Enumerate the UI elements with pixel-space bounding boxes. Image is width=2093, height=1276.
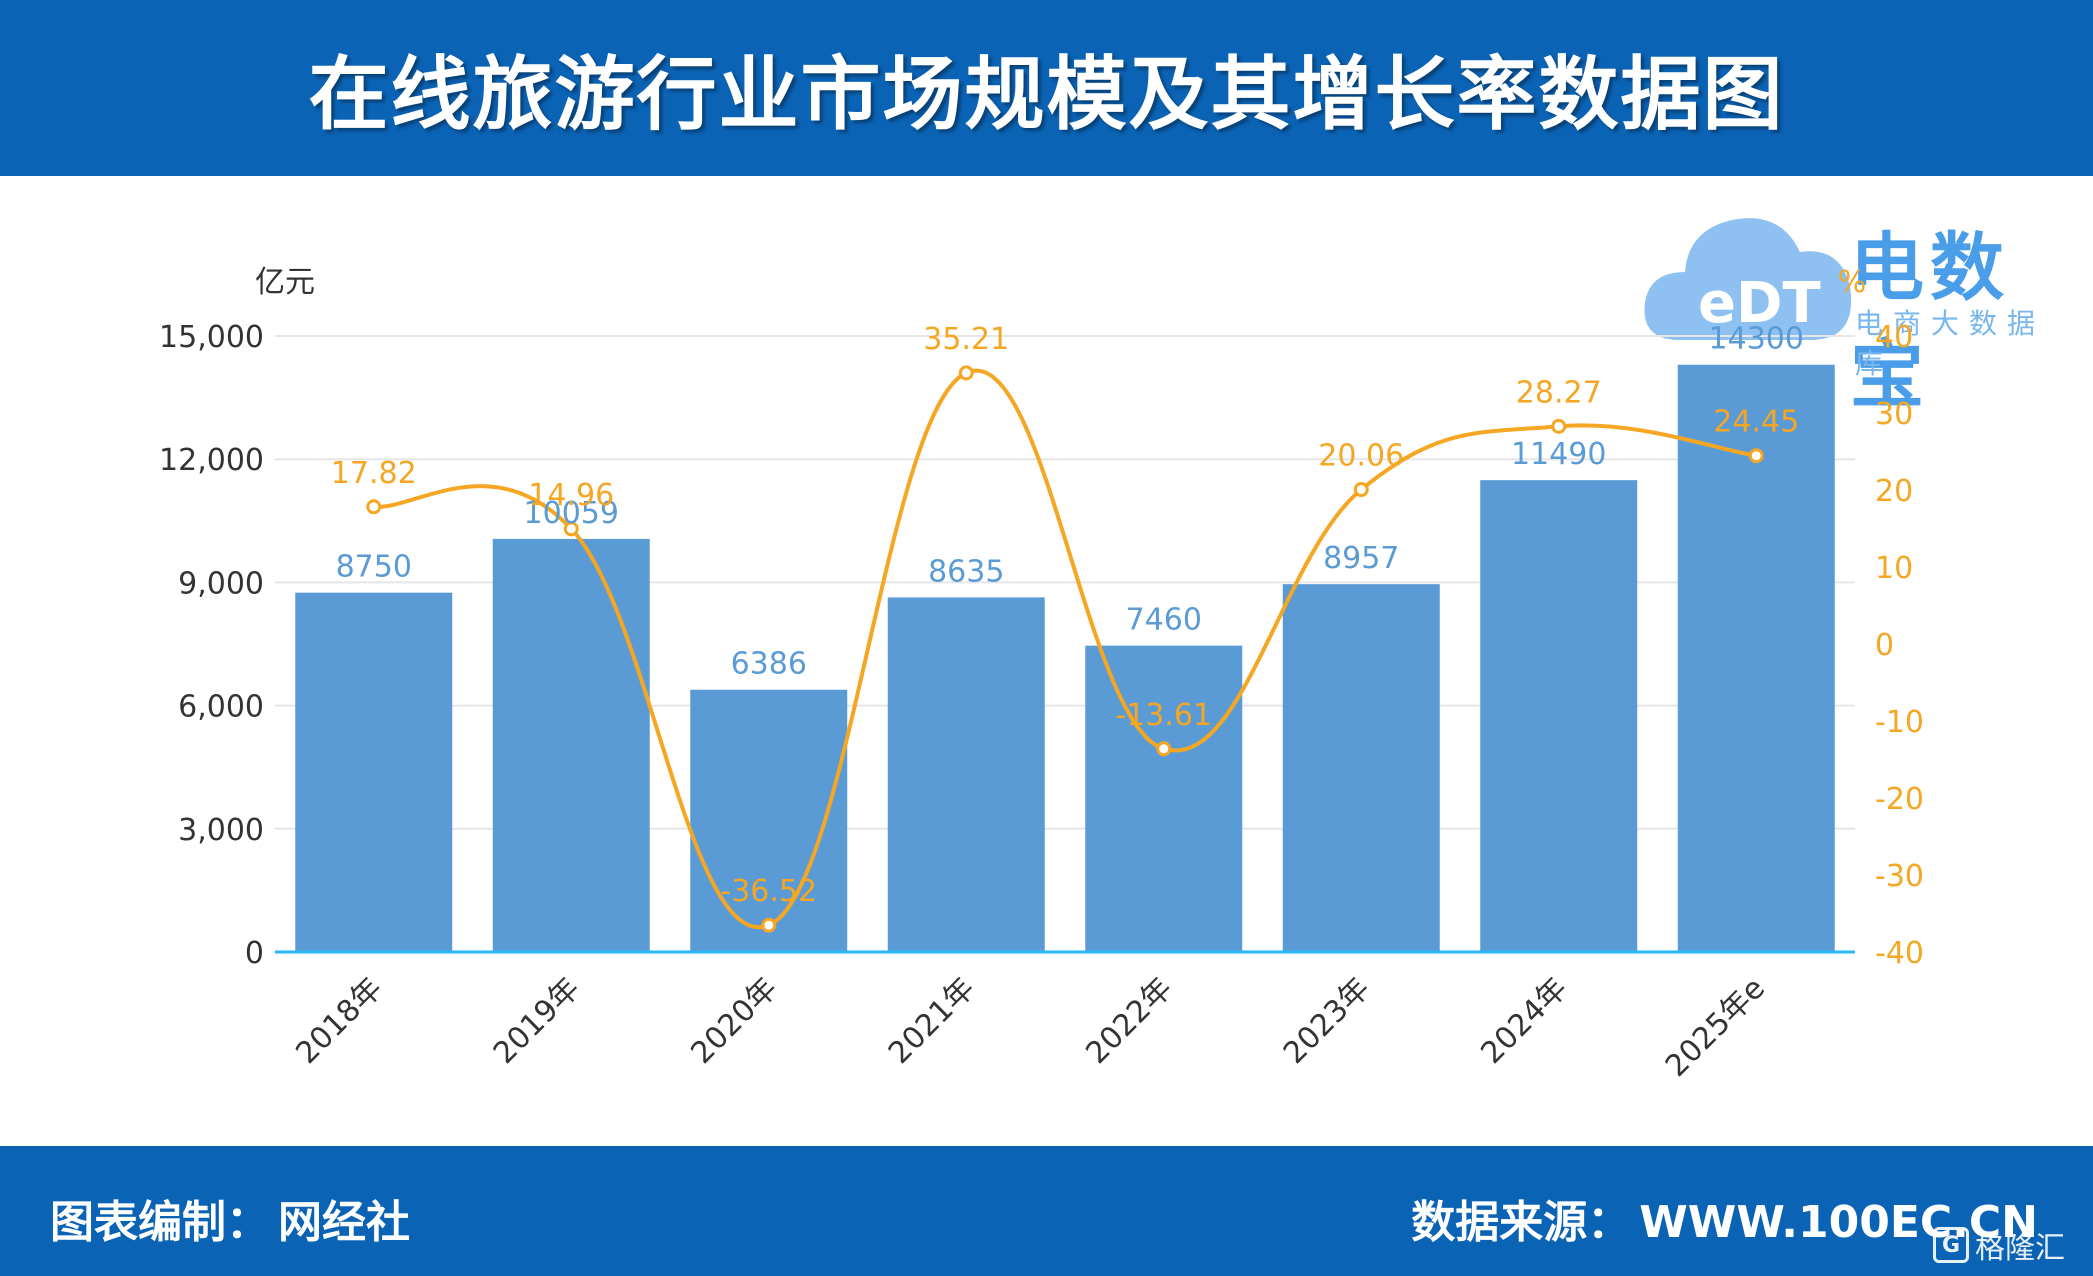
growth-point bbox=[1551, 418, 1567, 434]
y-left-tick-label: 3,000 bbox=[178, 813, 264, 848]
chart-title: 在线旅游行业市场规模及其增长率数据图 bbox=[308, 48, 1785, 141]
y-left-tick-label: 12,000 bbox=[159, 443, 264, 478]
credit-value: 网经社 bbox=[278, 1197, 410, 1248]
bar-value-label: 7460 bbox=[1126, 603, 1202, 638]
brand-logo: eDT 电数宝 电商大数据库 bbox=[1640, 190, 2080, 418]
watermark: G 格隆汇 bbox=[1933, 1222, 2083, 1268]
x-tick-label: 2025年e bbox=[1659, 971, 1772, 1084]
bar bbox=[1085, 645, 1243, 952]
y-right-tick-label: 20 bbox=[1875, 474, 1913, 509]
growth-value-label: -13.61 bbox=[1115, 698, 1212, 733]
growth-point bbox=[1748, 448, 1764, 464]
growth-value-label: -36.52 bbox=[720, 874, 817, 909]
y-right-tick-label: 0 bbox=[1875, 628, 1894, 663]
growth-point bbox=[1156, 741, 1172, 757]
watermark-text: 格隆汇 bbox=[1975, 1231, 2065, 1266]
y-right-unit-label: % bbox=[1838, 265, 1867, 300]
growth-line bbox=[373, 368, 1757, 930]
x-tick-label: 2021年 bbox=[882, 971, 982, 1071]
growth-point bbox=[563, 521, 579, 537]
x-tick-label: 2020年 bbox=[684, 971, 784, 1071]
growth-value-label: 35.21 bbox=[923, 322, 1009, 357]
cloud-logo-icon: eDT bbox=[1644, 218, 1852, 340]
x-tick-label: 2019年 bbox=[487, 971, 587, 1071]
y-right-tick-label: 10 bbox=[1875, 551, 1913, 586]
title-banner: 在线旅游行业市场规模及其增长率数据图 bbox=[0, 0, 2093, 176]
logo-brand: 电数宝 bbox=[1850, 225, 2010, 418]
x-tick-label: 2018年 bbox=[289, 971, 389, 1071]
bar bbox=[295, 592, 453, 952]
source-value: WWW.100EC.CN bbox=[1639, 1197, 2038, 1248]
y-right-tick-label: -20 bbox=[1875, 782, 1924, 817]
y-right-tick-label: -30 bbox=[1875, 859, 1924, 894]
x-tick-label: 2023年 bbox=[1277, 971, 1377, 1071]
growth-point bbox=[761, 917, 777, 933]
bar-value-label: 8635 bbox=[928, 554, 1004, 589]
growth-value-label: 17.82 bbox=[331, 456, 417, 491]
y-right-tick-label: -40 bbox=[1875, 936, 1924, 971]
logo-subtitle: 电商大数据库 bbox=[1855, 307, 2046, 380]
bar-series bbox=[295, 364, 1835, 952]
bar bbox=[492, 538, 650, 952]
source-label: 数据来源： bbox=[1411, 1197, 1632, 1248]
y-left-tick-label: 6,000 bbox=[178, 690, 264, 725]
bar-value-label: 14300 bbox=[1709, 322, 1804, 357]
x-tick-label: 2024年 bbox=[1474, 971, 1574, 1071]
logo-mark: eDT bbox=[1698, 271, 1821, 336]
growth-point bbox=[958, 365, 974, 381]
growth-line-series bbox=[366, 365, 1764, 933]
bar bbox=[1480, 480, 1638, 952]
bar bbox=[887, 597, 1045, 952]
footer-credit: 图表编制： 网经社 bbox=[50, 1186, 410, 1250]
growth-point bbox=[366, 499, 382, 515]
bar-value-label: 8750 bbox=[336, 550, 412, 585]
credit-label: 图表编制： bbox=[50, 1197, 270, 1248]
y-right-tick-label: 40 bbox=[1875, 320, 1913, 355]
data-labels: 8750 10059 6386 8635 7460 8957 11490 14300 17.82… bbox=[331, 322, 1804, 909]
y-right-tick-label: 30 bbox=[1875, 397, 1913, 432]
footer-source: 数据来源： WWW.100EC.CN bbox=[1411, 1186, 2038, 1250]
y-left-tick-label: 15,000 bbox=[159, 320, 264, 355]
y-right-tick-label: -10 bbox=[1875, 705, 1924, 740]
growth-value-label: 20.06 bbox=[1318, 439, 1404, 474]
x-tick-label: 2022年 bbox=[1079, 971, 1179, 1071]
watermark-icon: G bbox=[1933, 1227, 1969, 1263]
bar-value-label: 11490 bbox=[1511, 437, 1606, 472]
growth-value-label: 14.96 bbox=[528, 478, 614, 513]
bar-value-label: 8957 bbox=[1323, 541, 1399, 576]
y-left-tick-label: 9,000 bbox=[178, 566, 264, 601]
bar bbox=[1282, 584, 1440, 952]
y-left-tick-label: 0 bbox=[245, 936, 264, 971]
footer-bar: 图表编制： 网经社 数据来源： WWW.100EC.CN bbox=[0, 1146, 2093, 1276]
y-left-unit-label: 亿元 bbox=[255, 265, 315, 300]
bar-value-label: 6386 bbox=[731, 647, 807, 682]
bar-value-label: 10059 bbox=[524, 496, 619, 531]
growth-value-label: 28.27 bbox=[1516, 375, 1602, 410]
growth-value-label: 24.45 bbox=[1713, 405, 1799, 440]
growth-point bbox=[1353, 482, 1369, 498]
bar bbox=[690, 689, 848, 952]
